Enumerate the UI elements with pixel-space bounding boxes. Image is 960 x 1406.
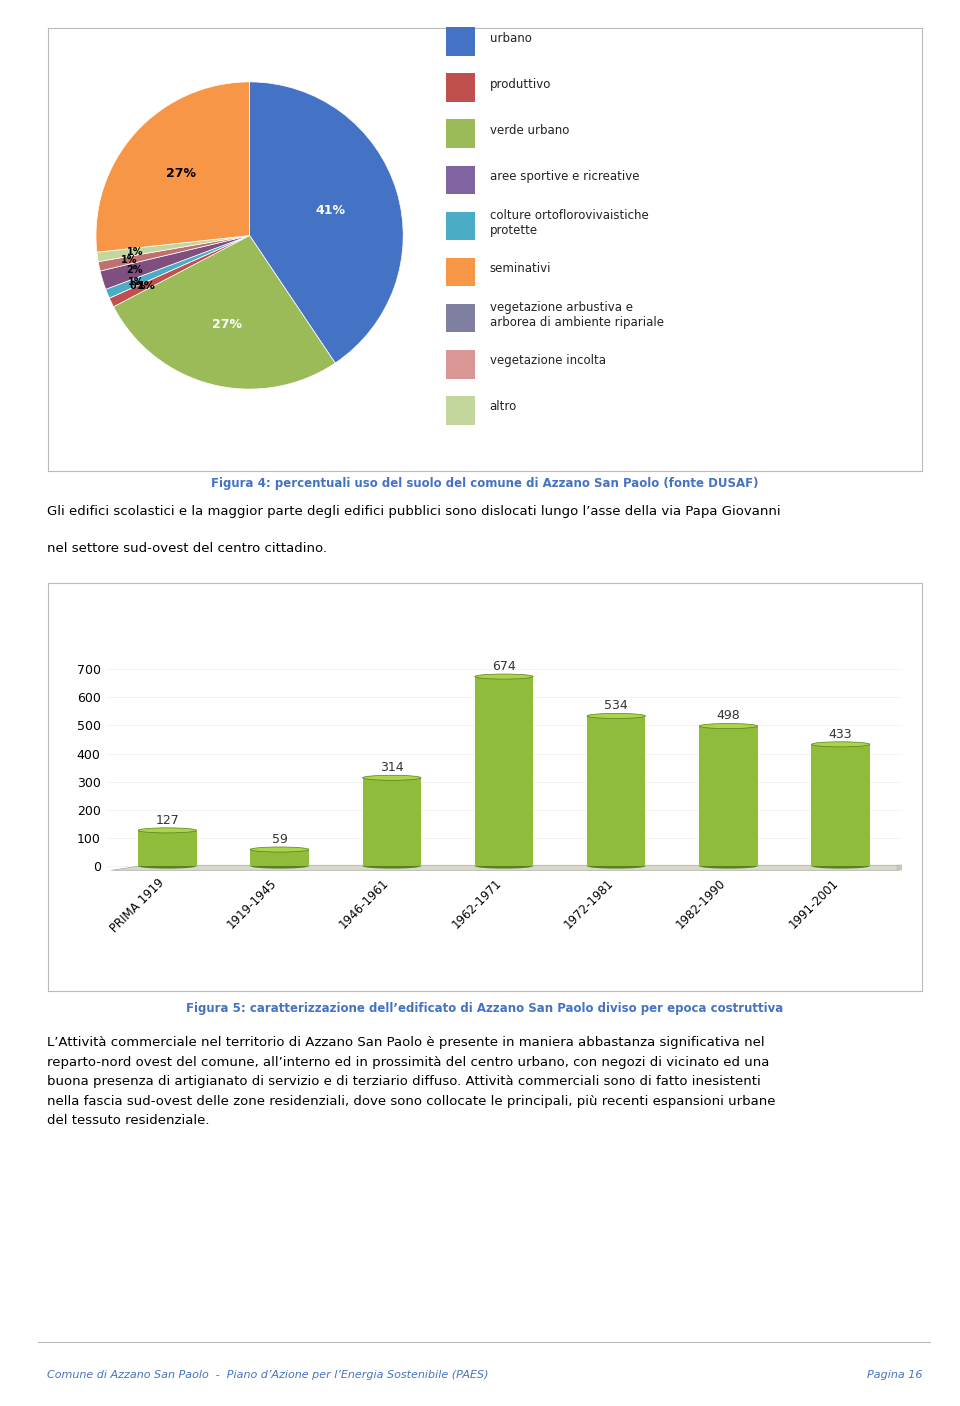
Polygon shape [897, 865, 930, 870]
FancyBboxPatch shape [446, 257, 475, 287]
Wedge shape [97, 235, 250, 262]
Ellipse shape [251, 846, 309, 852]
Ellipse shape [475, 863, 533, 869]
Wedge shape [109, 235, 250, 298]
Text: 534: 534 [605, 699, 628, 713]
Text: 27%: 27% [212, 318, 242, 332]
Ellipse shape [138, 828, 197, 832]
Text: Gli edifici scolastici e la maggior parte degli edifici pubblici sono dislocati : Gli edifici scolastici e la maggior part… [47, 505, 780, 519]
Wedge shape [113, 235, 335, 389]
Text: 41%: 41% [316, 204, 346, 218]
FancyBboxPatch shape [446, 350, 475, 378]
Text: 433: 433 [828, 728, 852, 741]
Bar [138, 831, 197, 866]
Text: 1%: 1% [121, 254, 137, 266]
Text: Figura 5: caratterizzazione dell’edificato di Azzano San Paolo diviso per epoca : Figura 5: caratterizzazione dell’edifica… [186, 1001, 783, 1015]
Text: aree sportive e ricreative: aree sportive e ricreative [490, 170, 639, 183]
Wedge shape [96, 82, 250, 252]
Wedge shape [250, 82, 403, 363]
Bar [363, 778, 420, 866]
Ellipse shape [699, 863, 757, 869]
FancyBboxPatch shape [446, 120, 475, 148]
Text: Pagina 16: Pagina 16 [867, 1371, 923, 1381]
Text: 1%: 1% [128, 277, 144, 287]
FancyBboxPatch shape [446, 166, 475, 194]
Text: 0%: 0% [130, 281, 146, 291]
Bar [588, 716, 645, 866]
Bar [811, 744, 870, 866]
Ellipse shape [363, 775, 420, 780]
Ellipse shape [475, 673, 533, 679]
Wedge shape [106, 235, 250, 298]
Wedge shape [100, 235, 250, 290]
Ellipse shape [588, 863, 645, 869]
Text: L’Attività commerciale nel territorio di Azzano San Paolo è presente in maniera : L’Attività commerciale nel territorio di… [47, 1036, 776, 1128]
Ellipse shape [363, 863, 420, 869]
FancyBboxPatch shape [446, 396, 475, 425]
Text: 1%: 1% [136, 281, 156, 291]
Ellipse shape [251, 863, 309, 869]
FancyBboxPatch shape [446, 73, 475, 103]
Ellipse shape [699, 724, 757, 728]
Text: 1%: 1% [128, 246, 144, 256]
Ellipse shape [138, 863, 197, 869]
Text: 2%: 2% [127, 266, 143, 276]
Wedge shape [98, 235, 250, 271]
Text: vegetazione arbustiva e
arborea di ambiente ripariale: vegetazione arbustiva e arborea di ambie… [490, 301, 663, 329]
Wedge shape [109, 235, 250, 307]
FancyBboxPatch shape [446, 304, 475, 332]
Ellipse shape [588, 713, 645, 718]
Bar [475, 676, 533, 866]
FancyBboxPatch shape [446, 211, 475, 240]
Ellipse shape [811, 863, 870, 869]
Text: 59: 59 [272, 832, 287, 846]
FancyBboxPatch shape [446, 27, 475, 56]
Text: 498: 498 [716, 710, 740, 723]
Bar [251, 849, 309, 866]
Text: 314: 314 [380, 761, 403, 775]
Text: Figura 4: percentuali uso del suolo del comune di Azzano San Paolo (fonte DUSAF): Figura 4: percentuali uso del suolo del … [211, 477, 758, 491]
Text: Comune di Azzano San Paolo  -  Piano d’Azione per l’Energia Sostenibile (PAES): Comune di Azzano San Paolo - Piano d’Azi… [47, 1371, 489, 1381]
Text: colture ortoflorovivaistiche
protette: colture ortoflorovivaistiche protette [490, 208, 648, 236]
Text: 27%: 27% [166, 167, 196, 180]
Ellipse shape [811, 742, 870, 747]
Text: vegetazione incolta: vegetazione incolta [490, 354, 606, 367]
Text: 674: 674 [492, 659, 516, 673]
Text: seminativi: seminativi [490, 263, 551, 276]
Bar [699, 725, 757, 866]
Text: 127: 127 [156, 814, 180, 827]
Text: urbano: urbano [490, 32, 532, 45]
Text: produttivo: produttivo [490, 77, 551, 91]
Text: nel settore sud-ovest del centro cittadino.: nel settore sud-ovest del centro cittadi… [47, 543, 327, 555]
Polygon shape [111, 865, 930, 870]
Text: altro: altro [490, 401, 516, 413]
Text: verde urbano: verde urbano [490, 124, 569, 136]
